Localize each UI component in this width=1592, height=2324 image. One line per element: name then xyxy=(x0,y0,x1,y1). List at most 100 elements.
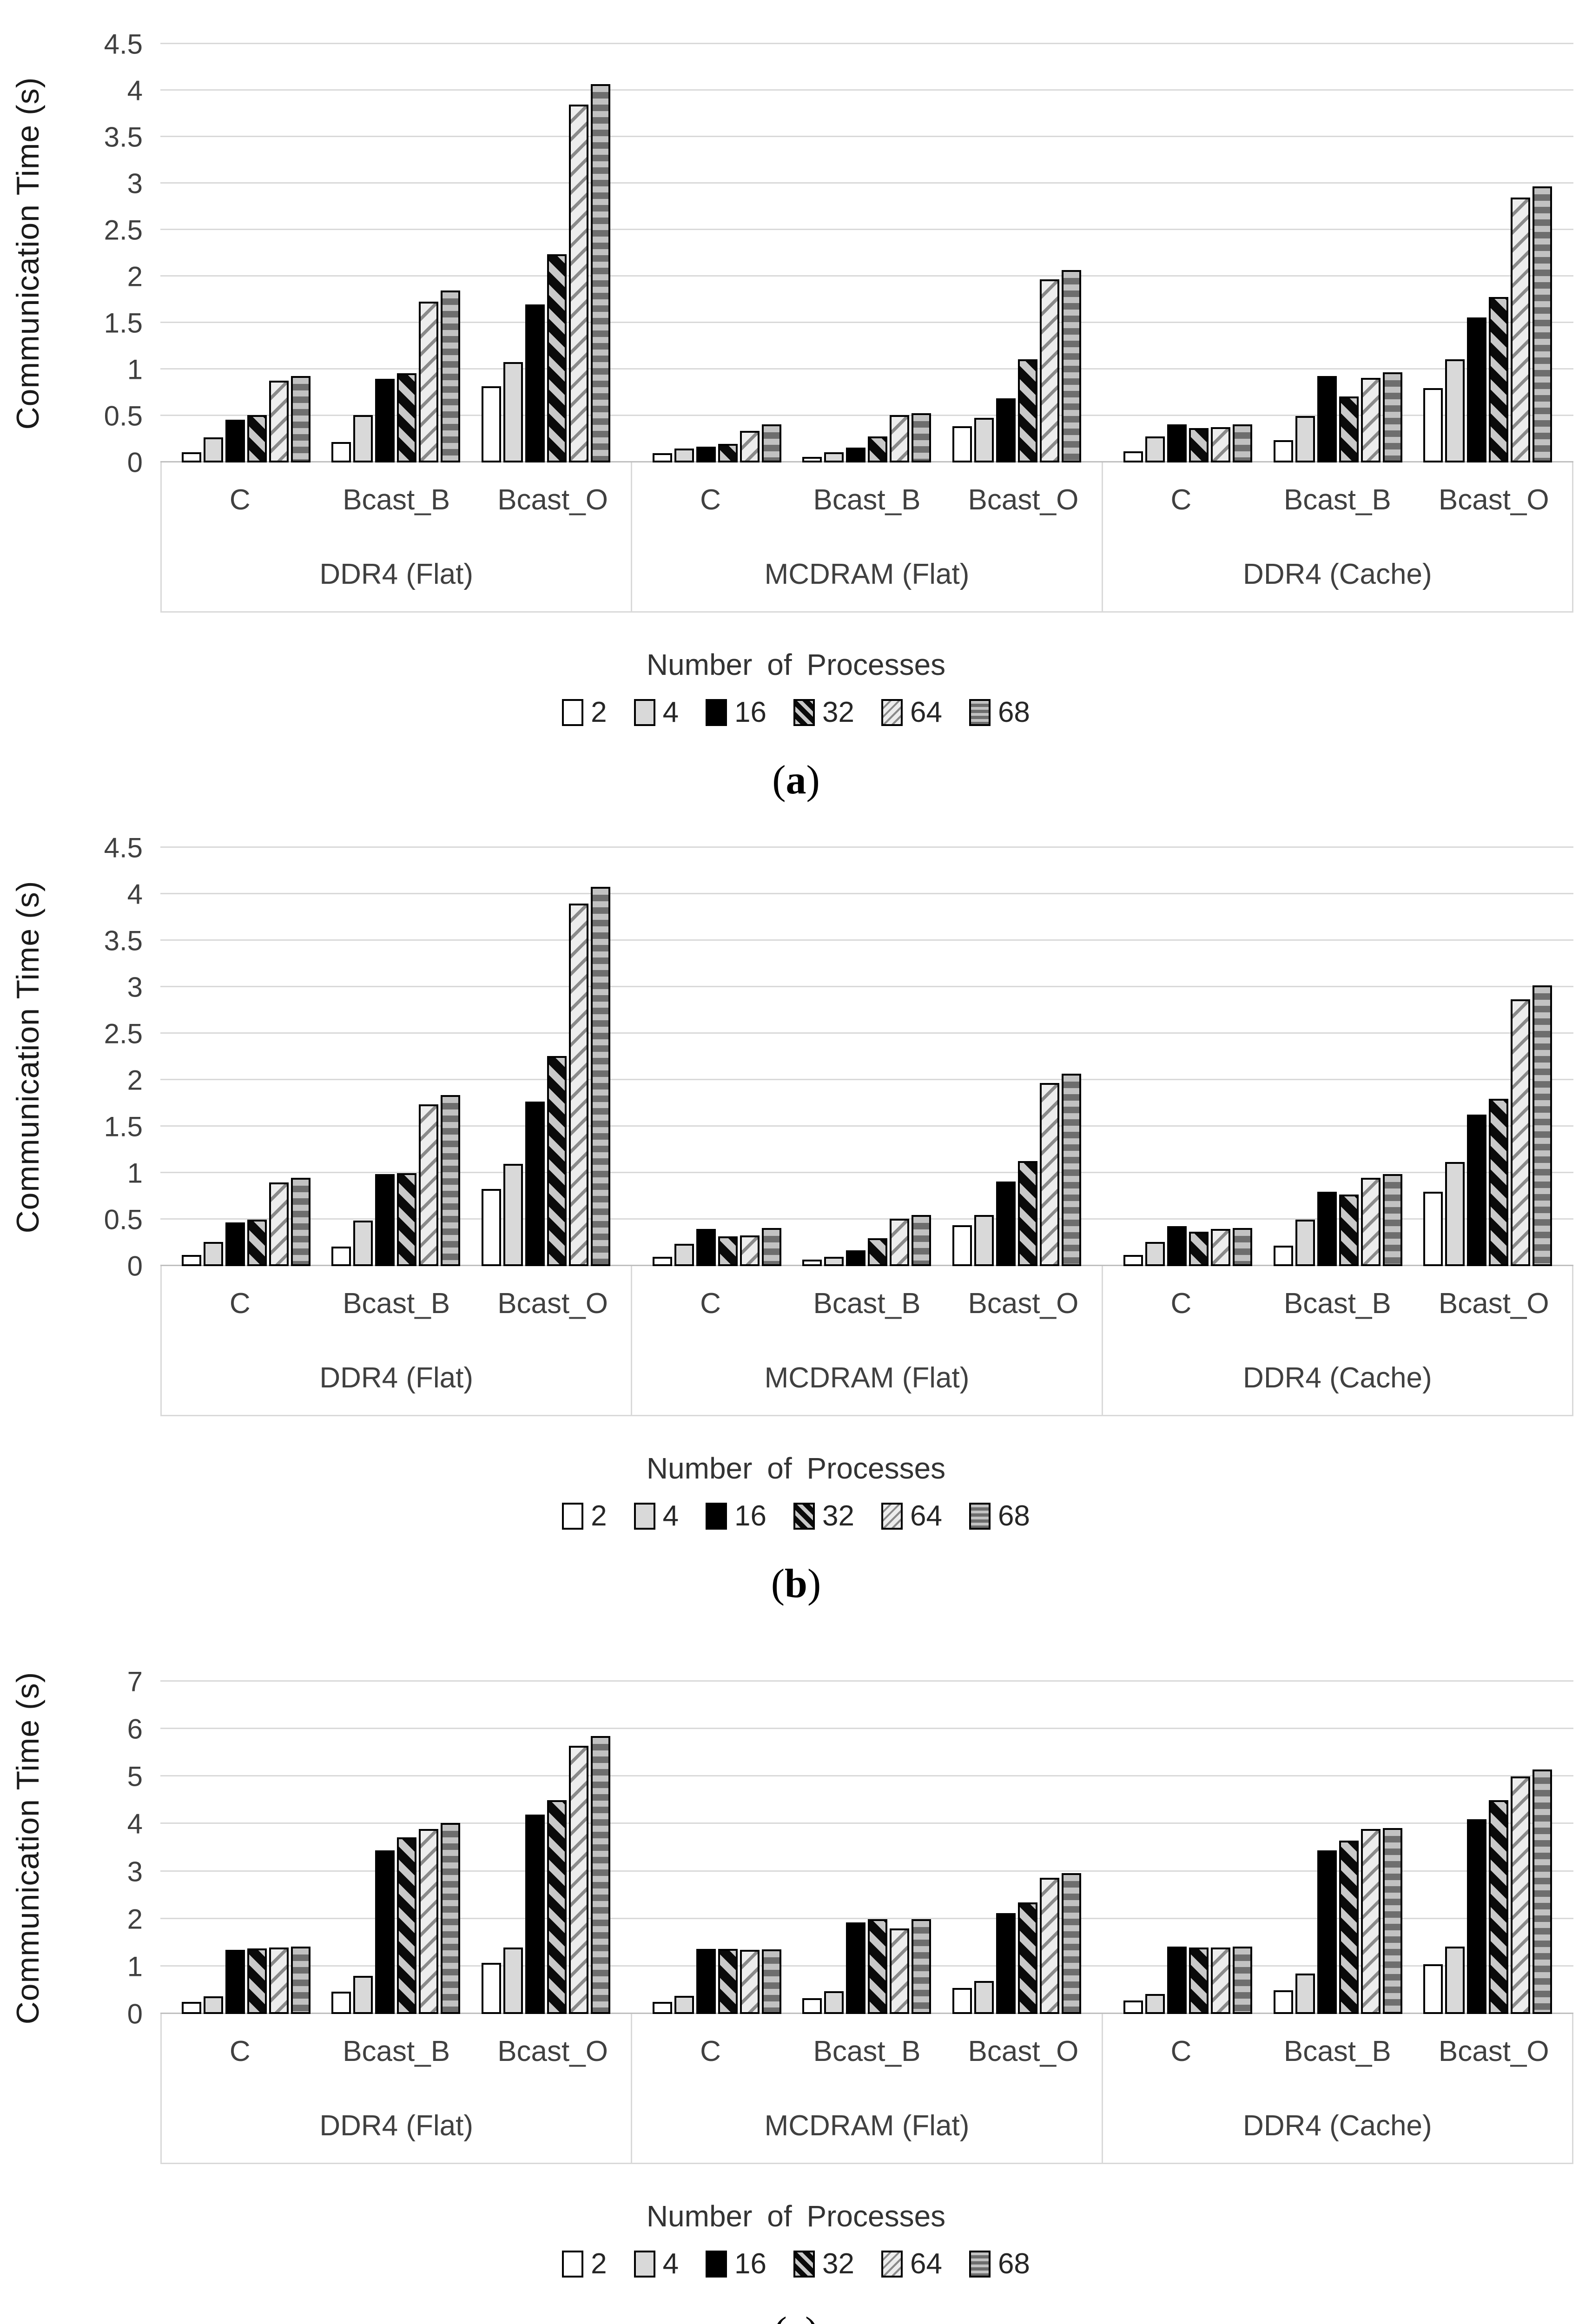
y-tick-label: 2.5 xyxy=(104,214,143,246)
bar-16 xyxy=(1317,1850,1337,2014)
bar-68 xyxy=(1233,424,1253,462)
bar-64 xyxy=(1511,1776,1531,2014)
plot-row-a: Communication Time (s) 0 0.5 1 1.5 2 2.5 3 3.5 4… xyxy=(0,29,1592,478)
white-fill-swatch-icon xyxy=(562,699,584,726)
bar-4 xyxy=(1445,1162,1465,1266)
legend-label: 16 xyxy=(734,2248,767,2280)
bar-32 xyxy=(868,436,888,462)
bar-2 xyxy=(481,1189,501,1266)
method-label-row: C Bcast_B Bcast_O xyxy=(162,2014,631,2088)
plot-row-c: Communication Time (s) 0 1 2 3 4 5 6 7 xyxy=(0,1666,1592,2030)
memory-group-label: DDR4 (Cache) xyxy=(1243,2109,1432,2142)
bar-cluster xyxy=(181,848,310,1266)
y-axis-title-wrap-b: Communication Time (s) xyxy=(0,848,56,1266)
y-axis-title-b: Communication Time (s) xyxy=(10,880,46,1234)
x-axis-labels-b: C Bcast_B Bcast_O DDR4 (Flat) C Bcast_B Bcast_… xyxy=(160,1266,1573,1416)
legend-label: 4 xyxy=(662,1500,679,1532)
bar-4 xyxy=(503,1948,523,2014)
bar-32 xyxy=(247,415,267,462)
legend-item: 68 xyxy=(969,696,1030,729)
gridline xyxy=(160,893,1573,894)
bar-groups xyxy=(160,44,1573,462)
bar-16 xyxy=(1167,424,1187,462)
caption-letter-b: b xyxy=(785,1561,807,1606)
legend-item: 4 xyxy=(634,696,679,729)
gridline xyxy=(160,1218,1573,1220)
bar-4 xyxy=(974,1981,994,2014)
bar-cluster xyxy=(1123,44,1253,462)
bar-68 xyxy=(1062,270,1082,462)
bar-32 xyxy=(1189,1232,1209,1266)
y-tick-label: 3 xyxy=(127,168,143,199)
y-tick-label: 1 xyxy=(127,1157,143,1189)
solid-black-fill-swatch-icon xyxy=(706,699,727,726)
bar-16 xyxy=(1467,1115,1487,1266)
gridline xyxy=(160,1728,1573,1730)
bar-2 xyxy=(802,1260,822,1266)
legend-label: 68 xyxy=(997,2248,1030,2280)
bar-2 xyxy=(1423,388,1443,462)
bar-cluster xyxy=(802,44,931,462)
legend-item: 68 xyxy=(969,1499,1030,1532)
memory-group xyxy=(631,848,1102,1266)
bar-64 xyxy=(1040,279,1060,462)
y-axis-title-c: Communication Time (s) xyxy=(10,1671,46,2024)
bar-2 xyxy=(1123,451,1143,462)
legend-label: 64 xyxy=(910,1500,942,1532)
gridline xyxy=(160,1775,1573,1777)
gridline xyxy=(160,846,1573,848)
bar-cluster xyxy=(952,848,1082,1266)
legend-title-c: Number of Processes xyxy=(646,2199,946,2233)
memory-group xyxy=(1103,848,1573,1266)
method-label: Bcast_B xyxy=(813,2035,921,2067)
bar-64 xyxy=(890,1928,910,2014)
gridline xyxy=(160,1032,1573,1034)
bar-32 xyxy=(547,1800,567,2014)
bar-4 xyxy=(674,1996,694,2014)
legend-label: 68 xyxy=(997,696,1030,728)
bar-16 xyxy=(225,420,245,462)
legend-title-a: Number of Processes xyxy=(646,648,946,681)
bar-64 xyxy=(269,381,289,462)
bar-4 xyxy=(674,1244,694,1266)
y-axis-title-a: Communication Time (s) xyxy=(10,77,46,430)
method-label: C xyxy=(229,1287,251,1320)
method-label: Bcast_O xyxy=(497,2035,608,2067)
bar-2 xyxy=(1123,1255,1143,1266)
bar-32 xyxy=(1489,297,1509,462)
y-tick-label: 0 xyxy=(127,1998,143,2030)
memory-group-label: DDR4 (Cache) xyxy=(1243,1361,1432,1394)
legend-label: 32 xyxy=(822,1500,854,1532)
bar-68 xyxy=(1533,1769,1552,2014)
bar-64 xyxy=(1211,427,1231,462)
method-label: Bcast_B xyxy=(1283,1287,1391,1320)
bar-groups xyxy=(160,848,1573,1266)
caption-letter-c: c xyxy=(787,2309,805,2324)
white-fill-swatch-icon xyxy=(562,2250,584,2278)
bar-32 xyxy=(1018,359,1038,462)
legend-item: 2 xyxy=(562,1499,607,1532)
y-tick-label: 4 xyxy=(127,75,143,106)
y-tick-label: 0.5 xyxy=(104,1204,143,1235)
light-diagonal-up-hatch-swatch-icon xyxy=(881,1502,903,1530)
bar-2 xyxy=(1123,2000,1143,2014)
bar-2 xyxy=(952,1987,972,2014)
legend-c: Number of Processes 2 4 16 32 64 68 xyxy=(0,2199,1592,2280)
gridline xyxy=(160,1079,1573,1080)
category-column: C Bcast_B Bcast_O DDR4 (Flat) xyxy=(162,462,631,611)
light-diagonal-up-hatch-swatch-icon xyxy=(881,2250,903,2278)
legend-item: 32 xyxy=(793,696,854,729)
bar-64 xyxy=(1211,1229,1231,1266)
bar-68 xyxy=(1382,1174,1402,1266)
chart-a: Communication Time (s) 0 0.5 1 1.5 2 2.5 3 3.5 4… xyxy=(0,0,1592,804)
category-column: C Bcast_B Bcast_O DDR4 (Cache) xyxy=(1101,462,1572,611)
bar-cluster xyxy=(1123,1682,1253,2014)
bar-2 xyxy=(331,442,351,462)
method-label: Bcast_O xyxy=(1438,1287,1549,1320)
light-gray-fill-swatch-icon xyxy=(634,699,655,726)
bar-4 xyxy=(353,1976,373,2014)
bar-4 xyxy=(824,1991,844,2014)
legend-a: Number of Processes 2 4 16 32 64 68 xyxy=(0,647,1592,729)
y-tick-label: 2 xyxy=(127,1903,143,1935)
method-label: C xyxy=(229,2035,251,2067)
